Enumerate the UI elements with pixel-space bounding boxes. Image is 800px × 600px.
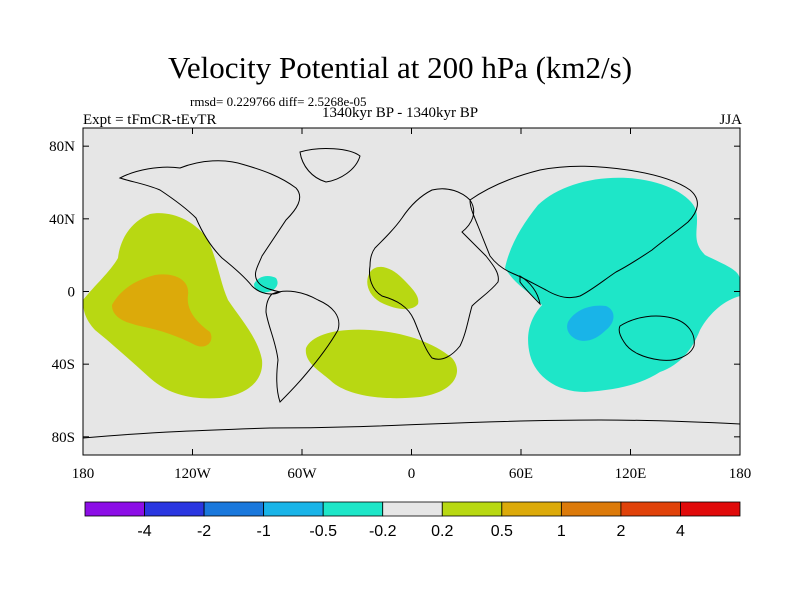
colorbar-swatch-1	[144, 501, 205, 517]
x-tick-label-4: 60E	[509, 466, 533, 482]
contour-west-africa-positive	[367, 266, 419, 310]
x-axis: 180 120W 60W 0 60E 120E 180	[72, 128, 752, 482]
coast-europe-africa	[369, 188, 499, 360]
colorbar-label-9: 4	[676, 523, 685, 540]
y-tick-label-3: 40S	[52, 357, 75, 373]
y-tick-label-2: 0	[68, 285, 76, 301]
colorbar-label-6: 0.5	[491, 523, 513, 540]
colorbar: -4 -2 -1 -0.5 -0.2 0.2 0.5 1 2 4	[84, 501, 741, 540]
colorbar-label-7: 1	[557, 523, 566, 540]
plot-title: Velocity Potential at 200 hPa (km2/s)	[167, 50, 633, 85]
colorbar-swatch-5	[382, 501, 443, 517]
coast-australia	[618, 315, 695, 361]
x-tick-label-2: 60W	[287, 466, 317, 482]
colorbar-label-2: -1	[257, 523, 271, 540]
colorbar-swatch-8	[560, 501, 622, 517]
contour-central-america-negative	[254, 276, 278, 293]
coast-north-america	[118, 160, 301, 295]
x-tick-label-1: 120W	[174, 466, 212, 482]
coast-antarctica	[83, 419, 740, 439]
contour-asia-indopacific-negative	[505, 177, 740, 392]
coast-asia	[469, 165, 698, 299]
contour-south-atlantic-positive	[305, 329, 458, 399]
colorbar-label-3: -0.5	[309, 523, 337, 540]
x-tick-label-3: 0	[408, 466, 416, 482]
colorbar-label-4: -0.2	[369, 523, 397, 540]
colorbar-swatch-0	[84, 501, 145, 517]
coast-south-america	[265, 290, 340, 403]
x-tick-label-5: 120E	[615, 466, 647, 482]
contour-east-pacific-core	[112, 274, 212, 347]
colorbar-swatch-10	[680, 501, 741, 517]
y-tick-label-0: 80N	[49, 139, 75, 155]
contour-indian-ocean-core	[567, 305, 614, 341]
y-tick-label-1: 40N	[49, 212, 75, 228]
contour-fills	[83, 177, 740, 399]
colorbar-swatch-9	[620, 501, 681, 517]
colorbar-swatch-2	[203, 501, 265, 517]
coast-greenland	[299, 148, 361, 183]
colorbar-label-5: 0.2	[431, 523, 453, 540]
period-label: 1340kyr BP - 1340kyr BP	[322, 105, 479, 121]
y-axis: 80N 40N 0 40S 80S	[49, 139, 740, 446]
season-label: JJA	[719, 112, 742, 128]
x-tick-label-6: 180	[729, 466, 752, 482]
colorbar-swatch-6	[441, 501, 503, 517]
colorbar-swatch-3	[263, 501, 324, 517]
coast-india	[519, 275, 541, 306]
colorbar-label-1: -2	[197, 523, 211, 540]
x-tick-label-0: 180	[72, 466, 95, 482]
colorbar-swatch-7	[501, 501, 562, 517]
colorbar-swatch-4	[322, 501, 384, 517]
coastlines	[83, 148, 740, 439]
stats-text: rmsd= 0.229766 diff= 2.5268e-05	[190, 94, 367, 109]
map-area	[83, 128, 740, 455]
colorbar-label-0: -4	[137, 523, 151, 540]
y-tick-label-4: 80S	[52, 430, 75, 446]
colorbar-label-8: 2	[616, 523, 625, 540]
experiment-label: Expt = tFmCR-tEvTR	[83, 112, 217, 128]
